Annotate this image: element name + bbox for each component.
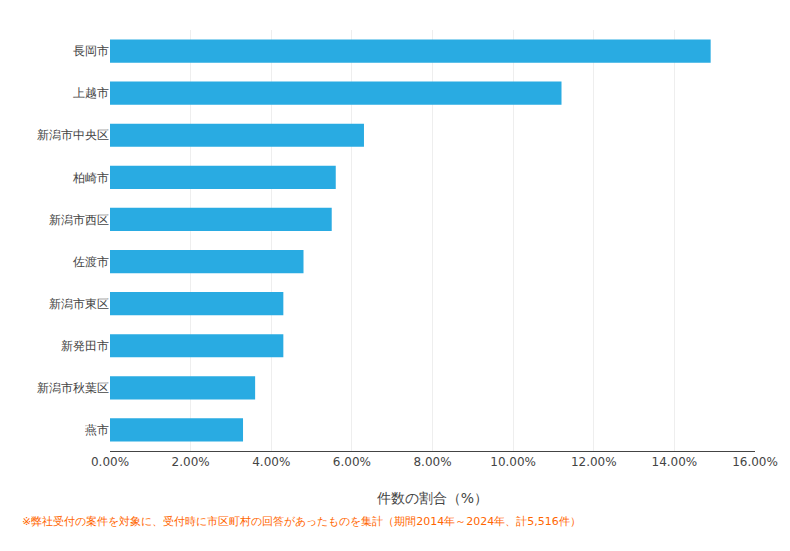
svg-text:新潟市秋葉区: 新潟市秋葉区: [37, 381, 109, 395]
svg-text:2.00%: 2.00%: [172, 455, 210, 469]
svg-text:※弊社受付の案件を対象に、受付時に市区町村の回答があったもの: ※弊社受付の案件を対象に、受付時に市区町村の回答があったものを集計（期間2014…: [22, 515, 581, 528]
svg-text:新潟市中央区: 新潟市中央区: [37, 128, 109, 142]
svg-text:12.00%: 12.00%: [571, 455, 617, 469]
svg-text:佐渡市: 佐渡市: [73, 255, 109, 269]
svg-text:長岡市: 長岡市: [73, 44, 109, 58]
svg-text:6.00%: 6.00%: [333, 455, 371, 469]
svg-text:0.00%: 0.00%: [91, 455, 129, 469]
svg-text:新潟市西区: 新潟市西区: [49, 213, 109, 227]
svg-text:新潟市東区: 新潟市東区: [49, 297, 109, 311]
svg-text:新発田市: 新発田市: [61, 339, 109, 353]
svg-text:8.00%: 8.00%: [413, 455, 451, 469]
svg-text:10.00%: 10.00%: [490, 455, 536, 469]
svg-text:4.00%: 4.00%: [252, 455, 290, 469]
svg-text:柏崎市: 柏崎市: [72, 171, 109, 185]
svg-text:16.00%: 16.00%: [732, 455, 778, 469]
svg-text:燕市: 燕市: [85, 423, 109, 437]
svg-text:上越市: 上越市: [73, 86, 109, 100]
svg-text:件数の割合（%）: 件数の割合（%）: [377, 490, 488, 506]
svg-text:14.00%: 14.00%: [651, 455, 697, 469]
